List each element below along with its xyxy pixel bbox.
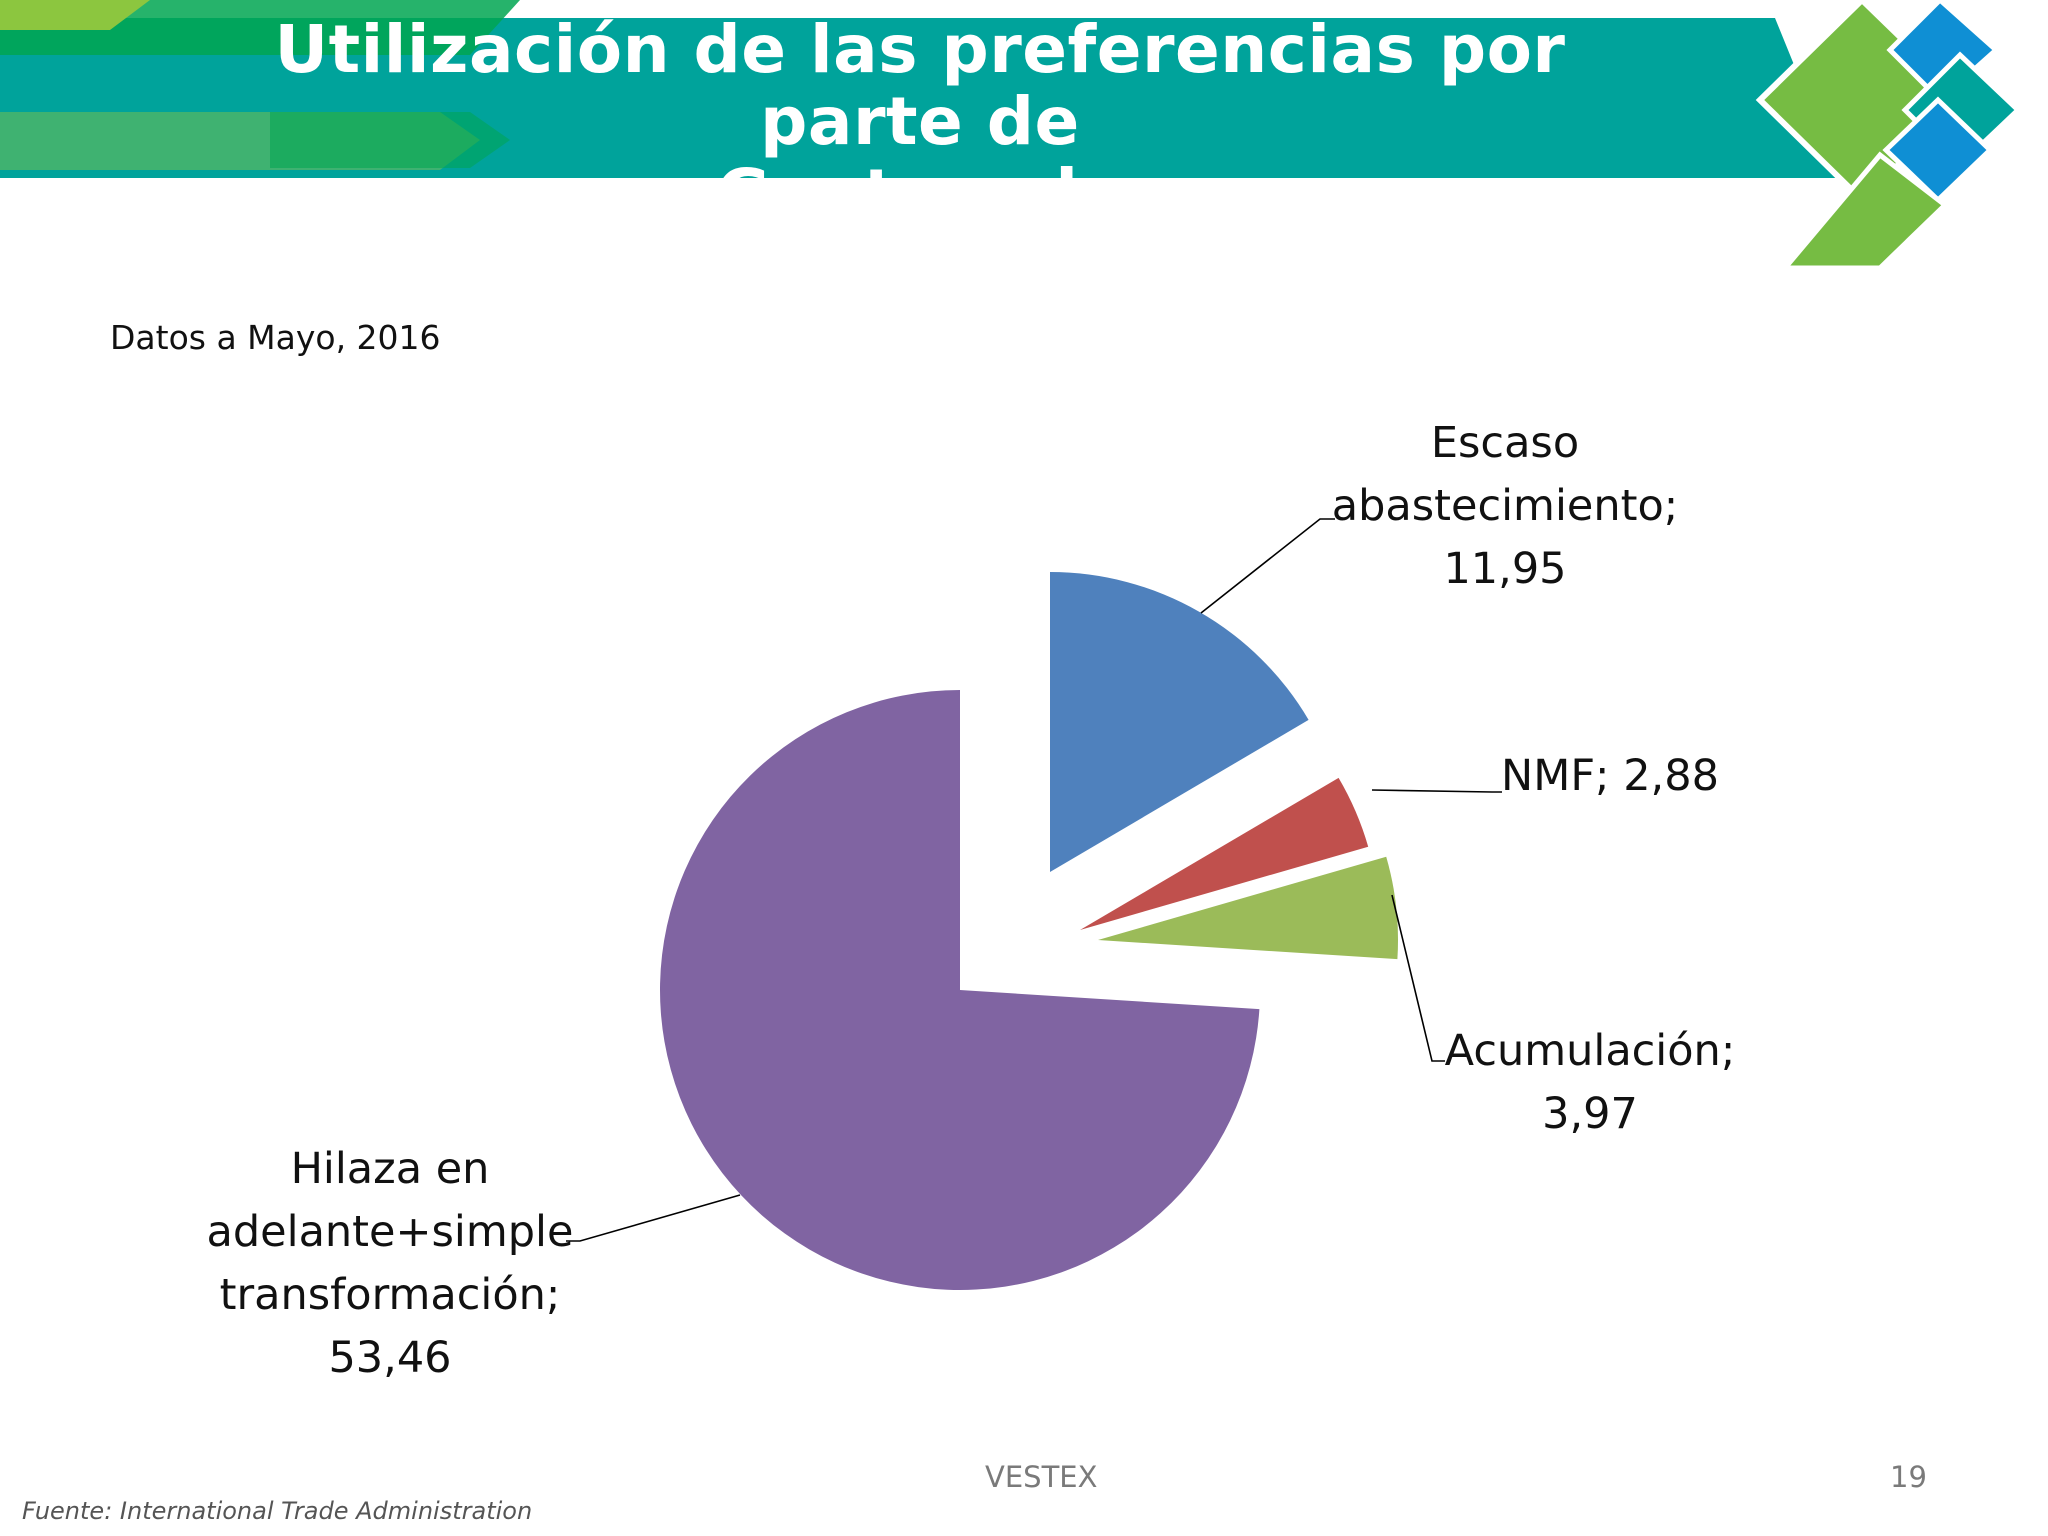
slice-data-label: 53,46 [328, 1333, 451, 1383]
slice-data-label: Acumulación; [1445, 1026, 1736, 1076]
slide-title: Utilización de las preferencias por part… [190, 14, 1650, 230]
slice-data-label: Hilaza en [291, 1144, 490, 1194]
page-number: 19 [1890, 1460, 1927, 1494]
slice-data-label: NMF; 2,88 [1501, 751, 1719, 801]
slice-data-label: 11,95 [1443, 544, 1566, 594]
slice-data-label: transformación; [220, 1270, 561, 1320]
logo-diamonds [1755, 0, 2022, 271]
header-lime-stripe [0, 0, 150, 30]
slice-data-label: adelante+simple [207, 1207, 574, 1257]
pie-slice [1098, 856, 1398, 960]
leader-line [1371, 789, 1502, 793]
leader-line [1200, 518, 1335, 614]
logo-green-wedge [1779, 151, 1949, 271]
leader-line [566, 1194, 741, 1242]
pie-slice [1080, 777, 1369, 930]
leader-line [1391, 894, 1445, 1062]
footer-vestex: VESTEX [985, 1460, 1098, 1494]
title-line-1: Utilización de las preferencias por part… [274, 11, 1566, 160]
source-note: Fuente: International Trade Administrati… [22, 1497, 533, 1525]
data-date-note: Datos a Mayo, 2016 [110, 318, 441, 357]
slice-data-label: abastecimiento; [1332, 481, 1679, 531]
pie-slice [660, 690, 1260, 1290]
slice-data-label: 3,97 [1542, 1089, 1638, 1139]
header-arrow-green [270, 112, 510, 168]
header-banner [0, 0, 2022, 271]
title-line-2: Guatemala [716, 155, 1124, 232]
slice-data-label: Escaso [1431, 418, 1579, 468]
pie-slice [1050, 572, 1309, 872]
